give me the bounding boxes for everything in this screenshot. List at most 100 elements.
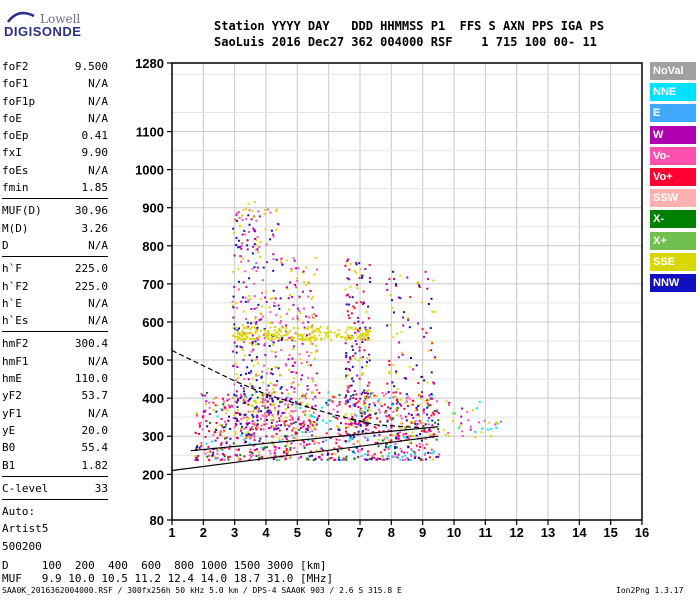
echo-point <box>353 422 356 425</box>
echo-point <box>204 394 207 397</box>
echo-point <box>281 412 284 415</box>
echo-point <box>434 421 437 424</box>
echo-point <box>206 451 209 454</box>
echo-point <box>212 433 215 436</box>
echo-point <box>395 284 398 287</box>
echo-point <box>344 430 347 433</box>
echo-point <box>396 456 399 459</box>
echo-point <box>410 421 413 424</box>
echo-point <box>310 337 313 340</box>
echo-point <box>233 323 236 326</box>
echo-point <box>380 405 383 408</box>
echo-point <box>334 452 337 455</box>
echo-point <box>271 373 274 376</box>
echo-point <box>392 456 395 459</box>
echo-point <box>240 429 242 432</box>
echo-point <box>279 330 282 333</box>
echo-point <box>255 428 258 431</box>
echo-point <box>235 424 238 427</box>
echo-point <box>417 322 420 325</box>
echo-point <box>395 446 398 449</box>
echo-point <box>357 400 360 403</box>
echo-point <box>352 397 355 399</box>
echo-point <box>367 450 369 453</box>
echo-point <box>268 412 271 415</box>
echo-point <box>247 433 250 435</box>
echo-point <box>308 455 311 458</box>
echo-point <box>223 437 226 440</box>
echo-point <box>382 394 385 397</box>
echo-point <box>222 430 225 433</box>
echo-point <box>338 333 341 336</box>
echo-point <box>369 395 371 398</box>
echo-point <box>259 401 262 404</box>
echo-point <box>362 421 365 424</box>
echo-point <box>345 458 348 461</box>
echo-point <box>357 330 360 333</box>
echo-point <box>347 440 349 443</box>
y-tick-label: 200 <box>142 467 164 482</box>
echo-point <box>287 392 290 395</box>
echo-point <box>391 402 394 405</box>
echo-point <box>408 435 411 438</box>
echo-point <box>290 410 293 413</box>
echo-point <box>418 393 421 396</box>
echo-point <box>362 372 364 375</box>
echo-point <box>302 444 305 447</box>
echo-point <box>266 419 268 422</box>
echo-point <box>387 446 390 449</box>
echo-point <box>255 244 258 247</box>
echo-point <box>385 442 388 445</box>
echo-point <box>366 439 369 442</box>
echo-point <box>295 403 298 406</box>
echo-point <box>257 338 259 341</box>
param-label: foEs <box>2 163 29 177</box>
echo-point <box>219 430 222 433</box>
echo-point <box>196 445 199 448</box>
echo-point <box>264 335 267 338</box>
echo-point <box>279 322 282 325</box>
echo-point <box>239 396 242 399</box>
echo-point <box>204 449 207 452</box>
echo-point <box>254 401 257 404</box>
echo-point <box>279 415 282 418</box>
echo-point <box>331 453 334 456</box>
echo-point <box>258 454 261 457</box>
echo-point <box>423 335 425 338</box>
echo-point <box>366 437 369 440</box>
param-row: foEp 0.41 <box>2 127 108 144</box>
echo-point <box>408 442 411 445</box>
echo-point <box>213 455 216 458</box>
param-row: hmF2 300.4 <box>2 335 108 352</box>
echo-point <box>258 456 261 459</box>
echo-point <box>205 419 208 422</box>
echo-point <box>357 335 360 338</box>
echo-point <box>285 400 288 402</box>
echo-point <box>390 299 393 302</box>
echo-point <box>364 458 367 461</box>
echo-point <box>233 383 236 386</box>
echo-point <box>369 327 372 330</box>
echo-point <box>299 443 302 446</box>
echo-point <box>280 349 283 351</box>
echo-point <box>242 416 245 419</box>
echo-point <box>365 333 367 336</box>
echo-point <box>251 452 254 454</box>
echo-point <box>347 423 350 426</box>
echo-point <box>388 452 390 455</box>
echo-point <box>272 419 275 422</box>
echo-point <box>308 410 311 412</box>
echo-point <box>239 374 242 377</box>
echo-point <box>318 455 321 458</box>
echo-point <box>407 446 410 449</box>
echo-point <box>399 414 402 417</box>
echo-point <box>289 330 292 333</box>
echo-point <box>460 422 463 425</box>
echo-point <box>314 395 317 398</box>
echo-point <box>237 397 239 400</box>
echo-point <box>355 426 358 429</box>
echo-point <box>390 426 393 429</box>
param-label: yF1 <box>2 406 22 420</box>
echo-point <box>353 390 356 392</box>
echo-point <box>296 450 298 453</box>
